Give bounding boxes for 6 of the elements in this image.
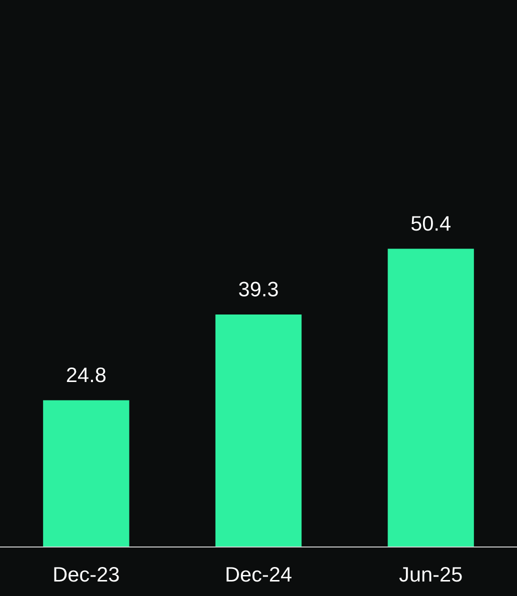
x-tick-label: Jun-25 — [399, 566, 462, 582]
data-label: 39.3 — [239, 282, 278, 296]
data-label: 24.8 — [66, 368, 106, 382]
x-tick-label: Dec-24 — [226, 566, 292, 582]
x-tick-label: Dec-23 — [54, 566, 119, 582]
data-label: 50.4 — [411, 216, 450, 231]
